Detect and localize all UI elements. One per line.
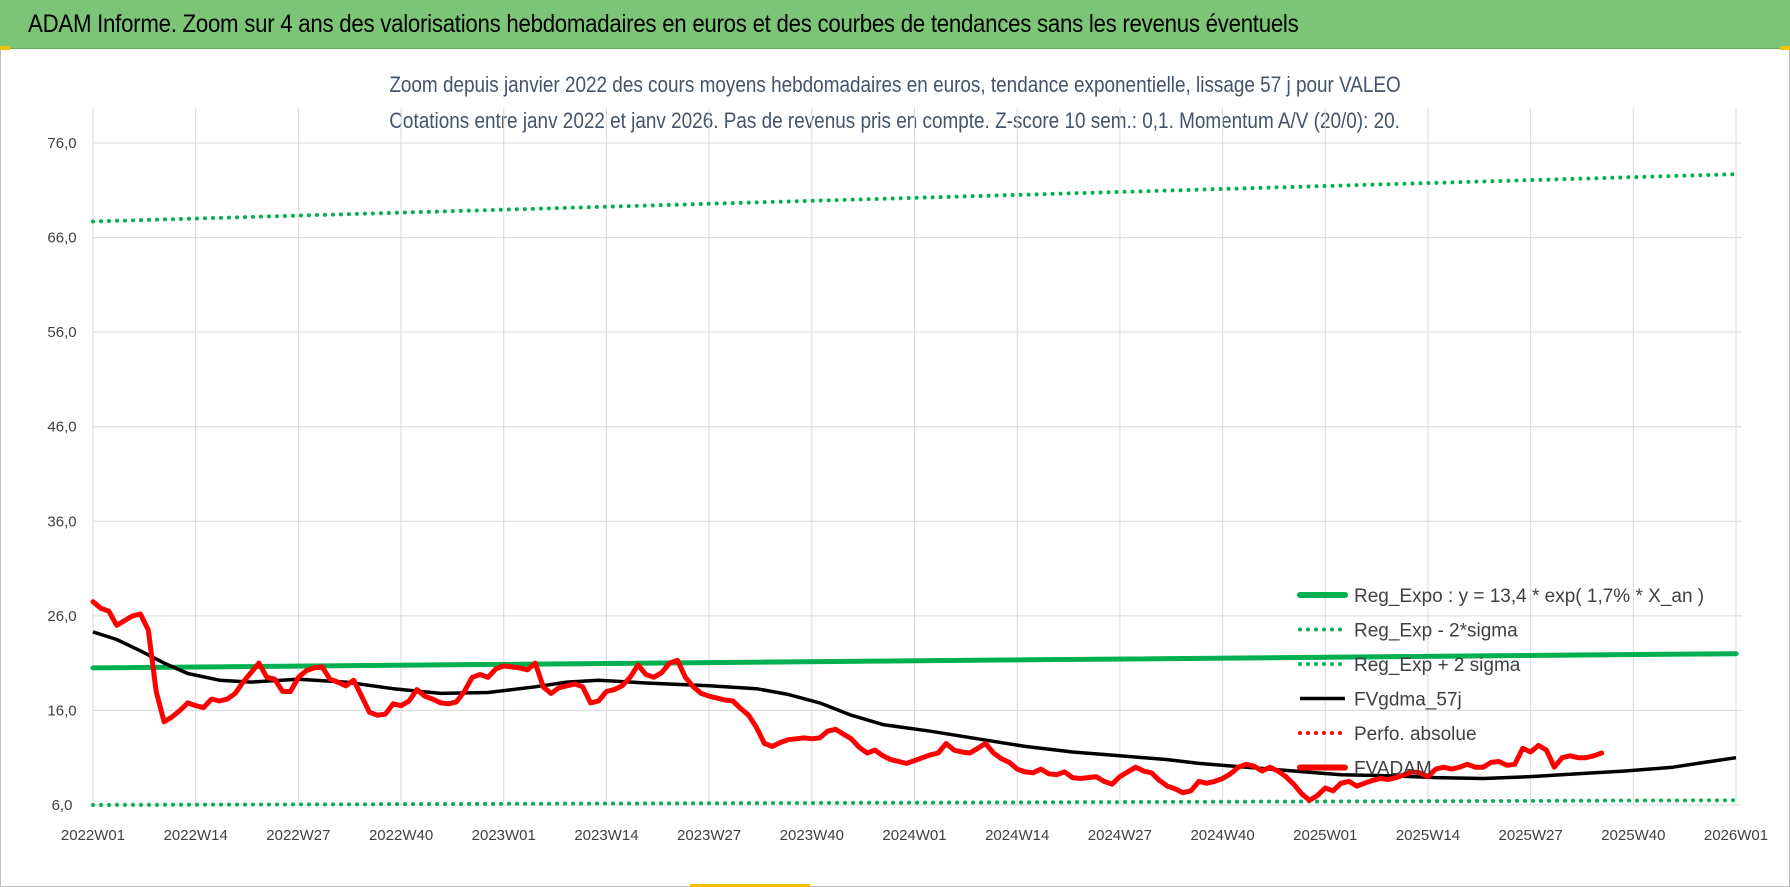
series-line-fvgdma_57j (92, 630, 1737, 781)
x-tick-label: 2024W01 (882, 827, 946, 844)
series-line-fvadam (90, 599, 1605, 803)
accent-mark-right (1780, 46, 1790, 50)
x-tick-label: 2024W27 (1088, 827, 1152, 844)
x-tick-label: 2023W27 (677, 827, 741, 844)
grid-layer (92, 108, 1742, 806)
x-tick-label: 2023W40 (780, 827, 844, 844)
x-tick-label: 2025W40 (1601, 827, 1665, 844)
y-tick-label: 16,0 (47, 702, 76, 719)
series-line-reg_expo (90, 651, 1739, 671)
x-tick-label: 2026W01 (1704, 827, 1768, 844)
x-tick-label: 2022W14 (164, 827, 228, 844)
y-tick-label: 6,0 (52, 797, 73, 814)
legend: Reg_Expo : y = 13,4 * exp( 1,7% * X_an )… (1297, 586, 1704, 780)
axis-labels: 76,0 66,0 56,0 46,0 36,0 26,0 16,0 6,0 2022W01 20… (47, 135, 1768, 844)
legend-label: Perfo. absolue (1354, 724, 1477, 745)
x-tick-label: 2024W14 (985, 827, 1049, 844)
chart-subtitle-wrapper: Cotations entre janv 2022 et janv 2026. … (0, 108, 1790, 134)
legend-label: FVgdma_57j (1354, 690, 1462, 711)
report-banner: ADAM Informe. Zoom sur 4 ans des valoris… (0, 0, 1790, 49)
y-tick-label: 56,0 (47, 324, 76, 341)
accent-mark-left (0, 46, 10, 50)
y-tick-label: 76,0 (47, 135, 76, 152)
legend-label: Reg_Exp + 2 sigma (1354, 655, 1521, 676)
x-tick-label: 2025W01 (1293, 827, 1357, 844)
chart-title: Zoom depuis janvier 2022 des cours moyen… (389, 72, 1401, 97)
x-tick-label: 2023W14 (574, 827, 638, 844)
x-tick-label: 2025W14 (1396, 827, 1460, 844)
x-tick-label: 2022W40 (369, 827, 433, 844)
x-tick-label: 2024W40 (1190, 827, 1254, 844)
chart-title-wrapper: Zoom depuis janvier 2022 des cours moyen… (0, 72, 1790, 98)
legend-label: FVADAM (1354, 759, 1432, 780)
x-tick-label: 2023W01 (472, 827, 536, 844)
chart-subtitle: Cotations entre janv 2022 et janv 2026. … (389, 108, 1401, 133)
accent-mark-bottom (690, 884, 810, 887)
y-tick-label: 66,0 (47, 230, 76, 247)
legend-label: Reg_Expo : y = 13,4 * exp( 1,7% * X_an ) (1354, 586, 1704, 607)
x-tick-label: 2022W27 (266, 827, 330, 844)
banner-title: ADAM Informe. Zoom sur 4 ans des valoris… (28, 10, 1299, 38)
y-tick-label: 36,0 (47, 513, 76, 530)
y-tick-label: 46,0 (47, 419, 76, 436)
series-line-reg_exp (91, 798, 1738, 807)
x-tick-label: 2025W27 (1499, 827, 1563, 844)
legend-label: Reg_Exp - 2*sigma (1354, 621, 1518, 642)
y-tick-label: 26,0 (47, 608, 76, 625)
series-line-reg_exp (91, 172, 1738, 224)
series-layer (90, 172, 1739, 807)
x-tick-label: 2022W01 (61, 827, 125, 844)
